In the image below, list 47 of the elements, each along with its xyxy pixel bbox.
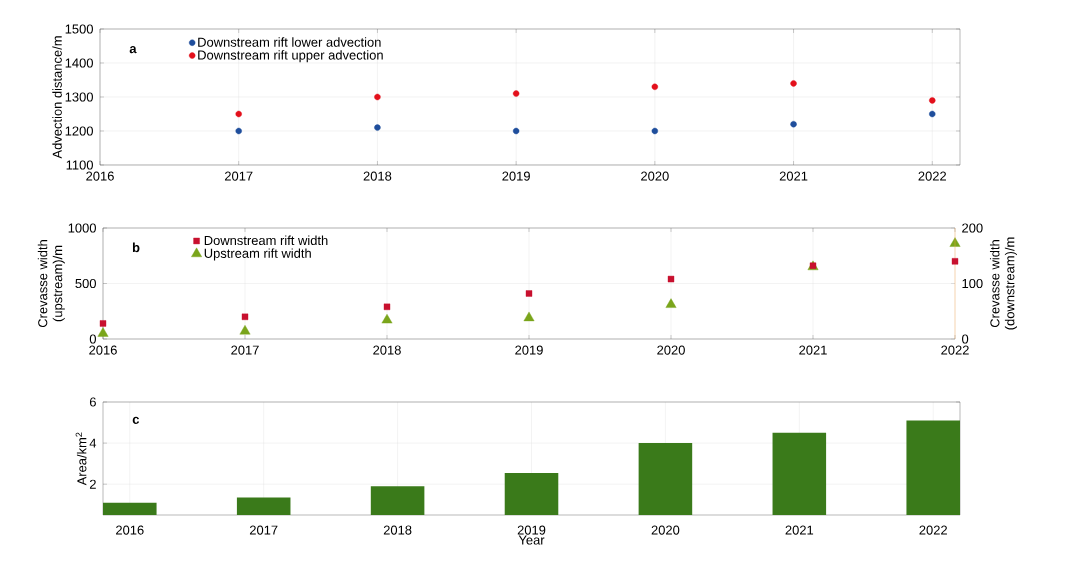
x-tick-label: 2020 [641, 171, 669, 181]
y-tick-label: 6 [89, 397, 96, 407]
y-axis-title: Advection distance/m [52, 36, 62, 159]
legend-label: Upstream rift width [204, 248, 311, 261]
y-tick-label: 1400 [65, 58, 93, 68]
y2-tick-label: 100 [962, 278, 983, 289]
annotation: c [132, 416, 140, 424]
x-tick-label: 2017 [224, 171, 253, 181]
x-tick-label: 2022 [941, 345, 969, 355]
x-tick-label: 2018 [383, 525, 412, 535]
y-tick-label: 1500 [65, 24, 93, 34]
y-tick-label: 1100 [66, 160, 93, 170]
x-tick-label: 2016 [89, 345, 117, 355]
x-tick-label: 2019 [517, 525, 546, 535]
x-tick-label: 2022 [918, 171, 947, 181]
y-tick-label: 1200 [65, 126, 93, 136]
x-tick-label: 2017 [231, 345, 259, 355]
x-tick-label: 2019 [515, 345, 543, 355]
y-tick-label: 2 [89, 479, 96, 489]
x-tick-label: 2018 [363, 171, 392, 181]
x-tick-label: 2022 [919, 525, 947, 535]
y-tick-label: 1300 [65, 92, 93, 102]
x-tick-label: 2017 [249, 525, 278, 535]
y-tick-label: 1000 [68, 223, 96, 233]
y-tick-label: 4 [89, 438, 97, 448]
y-axis-title: Crevasse width (upstream)/m [37, 240, 65, 328]
x-tick-label: 2016 [86, 171, 114, 181]
y2-tick-label: 200 [962, 223, 983, 233]
legend-label: Downstream rift width [204, 235, 328, 246]
x-axis-title: Year [518, 535, 545, 545]
x-tick-label: 2021 [799, 345, 827, 355]
x-tick-label: 2019 [502, 171, 530, 181]
legend-label: Downstream rift lower advection [198, 37, 381, 47]
y2-axis-title: Crevasse width (downstream)/m [989, 237, 1017, 330]
y-axis-title: Area/km$^{2}$ [75, 432, 87, 486]
x-tick-label: 2020 [657, 345, 685, 355]
annotation: b [132, 242, 140, 253]
x-tick-label: 2020 [651, 525, 680, 535]
x-tick-label: 2021 [779, 171, 808, 181]
y2-tick-label: 0 [962, 334, 969, 344]
x-tick-label: 2021 [785, 525, 814, 535]
y-tick-label: 500 [75, 278, 96, 289]
y-tick-label: 0 [89, 334, 96, 344]
x-tick-label: 2016 [116, 525, 144, 535]
legend-label: Downstream rift upper advection [198, 50, 383, 63]
annotation: a [129, 46, 137, 54]
x-tick-label: 2018 [373, 345, 401, 355]
